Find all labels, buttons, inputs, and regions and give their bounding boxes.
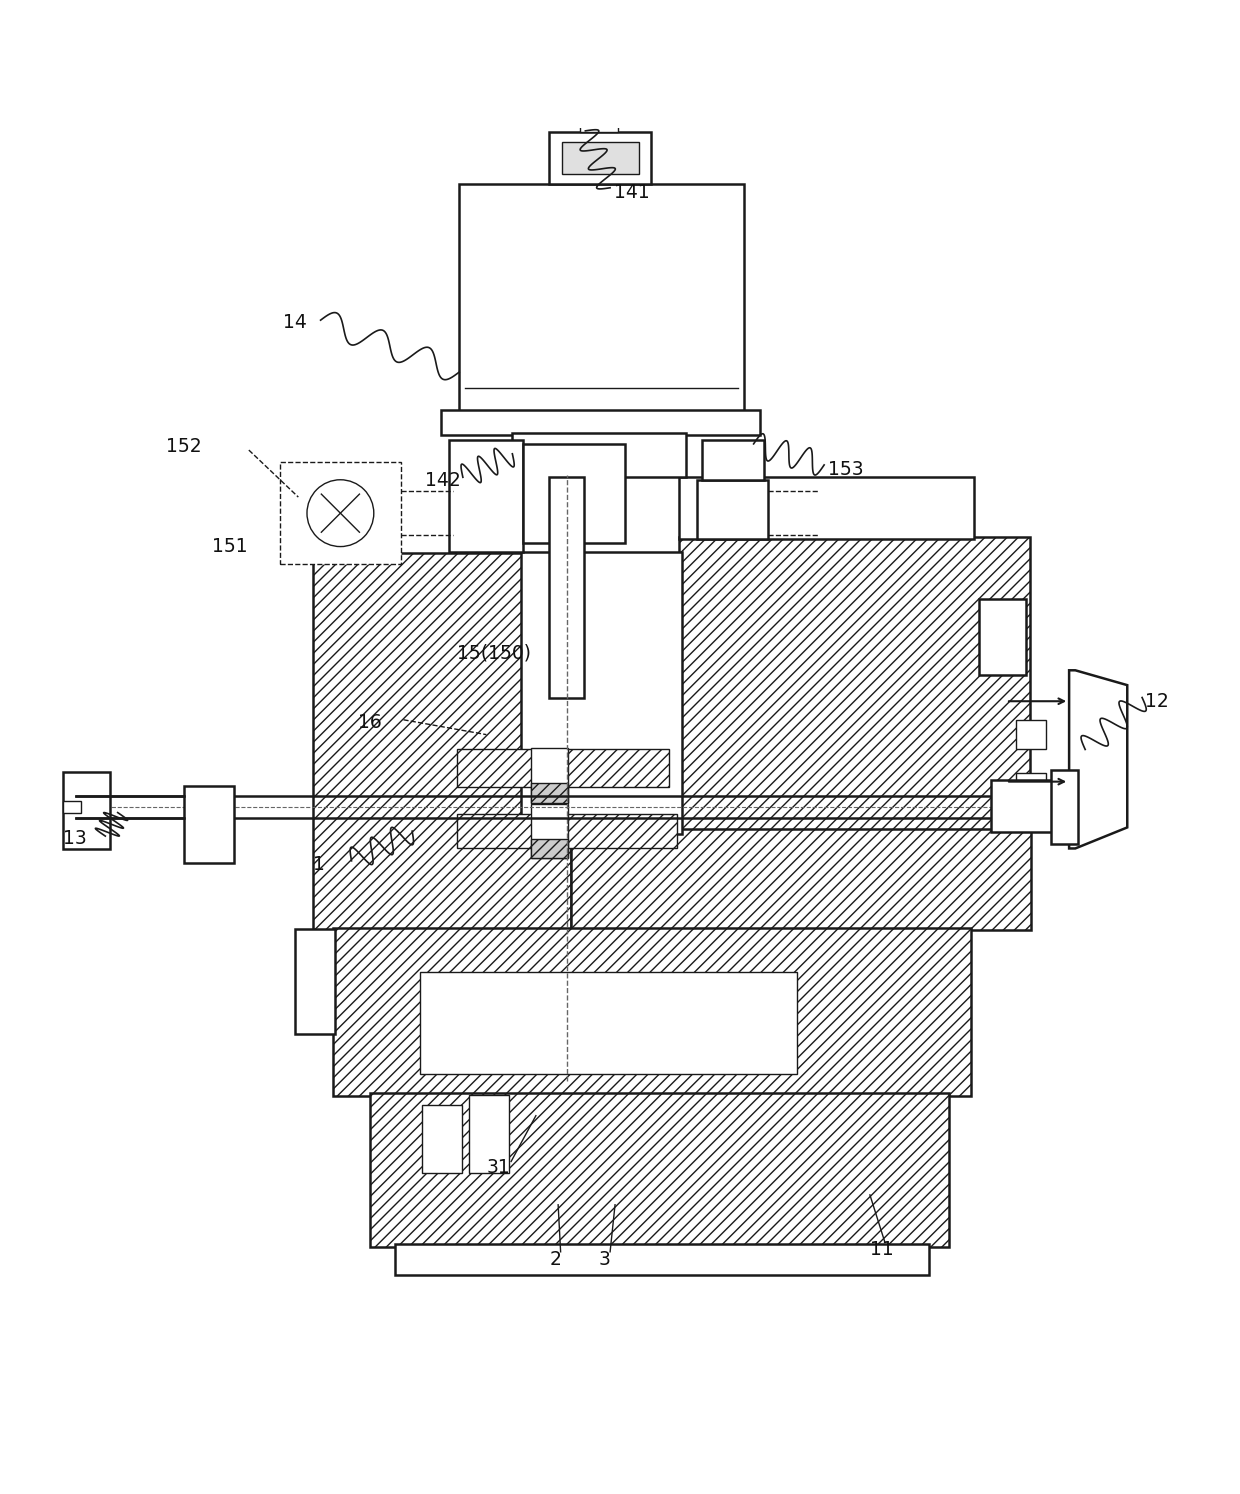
Bar [570, 829, 1030, 931]
Text: 14: 14 [284, 314, 308, 332]
Bar [422, 1104, 461, 1173]
Bar [440, 411, 760, 435]
Text: 3: 3 [599, 1249, 611, 1268]
Bar [512, 433, 686, 477]
Bar [394, 1245, 929, 1276]
Bar [459, 184, 744, 412]
Bar [314, 553, 570, 931]
Bar [469, 1095, 508, 1173]
Bar [419, 973, 797, 1074]
Bar [702, 441, 764, 480]
Bar [978, 599, 1025, 675]
Text: 153: 153 [828, 460, 863, 480]
Bar [456, 814, 677, 849]
Bar [295, 929, 336, 1034]
Bar [549, 477, 584, 698]
Bar [991, 780, 1053, 832]
Bar [531, 838, 568, 859]
Text: 15(150): 15(150) [456, 644, 531, 662]
Bar [521, 551, 682, 834]
Text: 16: 16 [357, 713, 382, 732]
Circle shape [308, 480, 373, 547]
Bar [680, 477, 973, 539]
Bar [334, 928, 971, 1097]
Bar [370, 1094, 949, 1247]
Text: 142: 142 [424, 472, 460, 490]
Text: 152: 152 [166, 436, 202, 456]
Text: 2: 2 [549, 1249, 562, 1268]
Bar [531, 748, 568, 802]
Text: 151: 151 [212, 536, 247, 556]
Bar [63, 801, 81, 813]
Text: 13: 13 [63, 829, 87, 849]
Bar [531, 783, 568, 802]
Bar [549, 131, 651, 184]
Bar [580, 124, 618, 131]
Bar [456, 750, 670, 787]
Bar [562, 142, 639, 175]
Bar [531, 804, 568, 859]
Polygon shape [1069, 671, 1127, 849]
Text: 31: 31 [486, 1158, 510, 1177]
Bar [449, 441, 523, 551]
Bar [1016, 772, 1045, 802]
Bar [1050, 769, 1078, 844]
Text: 11: 11 [870, 1240, 894, 1259]
Bar [185, 786, 234, 862]
Bar [697, 480, 769, 539]
Bar [63, 772, 110, 849]
Bar [680, 536, 1029, 831]
Text: 1: 1 [314, 855, 325, 874]
Text: 12: 12 [1145, 692, 1168, 711]
Bar [1016, 720, 1045, 750]
Bar [523, 444, 625, 542]
Bar [280, 463, 401, 563]
Text: 141: 141 [614, 184, 650, 202]
